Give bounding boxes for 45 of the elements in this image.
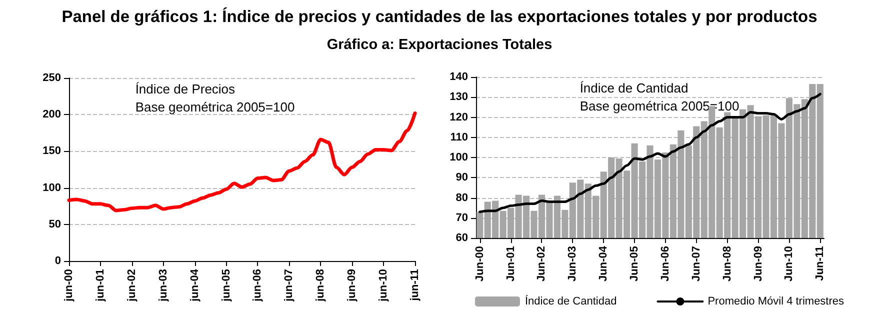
chart-title: Panel de gráficos 1: Índice de precios y cantidades de las exportaciones totales y por productos <box>60 8 818 27</box>
annotation: Índice de Cantidad Base geométrica 2005=100 <box>580 80 740 114</box>
y-tick-label: 130 <box>450 91 468 104</box>
y-tick-label: 0 <box>54 255 61 267</box>
x-tick-label: Jun-10 <box>783 246 796 282</box>
legend-label: Promedio Móvil 4 trimestres <box>708 296 845 308</box>
y-tick-label: 70 <box>456 212 468 224</box>
y-tick-label: 60 <box>456 232 468 244</box>
x-tick-label: Jun-00 <box>474 246 486 282</box>
x-tick-label: Jun-03 <box>566 246 579 282</box>
y-tick-label: 250 <box>42 72 61 84</box>
x-tick-label: Jun-02 <box>536 246 548 282</box>
y-tick-label: 110 <box>450 131 468 144</box>
x-tick-label: Jun-01 <box>504 246 517 282</box>
x-tick-label: jun-04 <box>188 268 201 302</box>
x-tick-label: Jun-08 <box>721 246 734 282</box>
x-tick-label: Jun-04 <box>598 245 610 282</box>
legend-label: Índice de Cantidad <box>524 294 617 308</box>
y-tick-label: 100 <box>450 152 468 164</box>
x-tick-label: jun-08 <box>314 269 327 302</box>
y-tick-label: 200 <box>42 108 61 121</box>
x-tick-label: Jun-09 <box>752 246 764 282</box>
y-tick-label: 90 <box>456 172 468 184</box>
chart-subtitle: Gráfico a: Exportaciones Totales <box>326 37 554 53</box>
x-tick-label: Jun-07 <box>690 246 702 282</box>
x-tick-label: Jun-11 <box>814 246 826 281</box>
y-tick-label: 50 <box>48 218 61 230</box>
x-tick-label: jun-00 <box>63 269 75 302</box>
y-tick-label: 140 <box>450 71 468 83</box>
x-tick-label: jun-01 <box>94 269 106 302</box>
y-tick-label: 80 <box>456 192 468 204</box>
x-tick-label: jun-10 <box>378 269 390 302</box>
annotation: Índice de Precios Base geométrica 2005=100 <box>135 82 295 114</box>
x-tick-label: jun-07 <box>283 269 296 302</box>
x-tick-label: jun-03 <box>157 269 170 302</box>
x-tick-label: jun-11 <box>409 269 421 302</box>
x-tick-label: Jun-06 <box>659 246 672 282</box>
x-tick-label: Jun-05 <box>628 246 641 282</box>
x-tick-label: jun-02 <box>126 269 138 302</box>
y-tick-label: 150 <box>42 145 61 158</box>
x-tick-label: jun-05 <box>220 269 232 302</box>
x-tick-label: jun-06 <box>252 269 264 302</box>
y-tick-label: 120 <box>450 111 468 124</box>
x-tick-label: jun-09 <box>346 269 358 302</box>
y-tick-label: 100 <box>42 182 61 194</box>
